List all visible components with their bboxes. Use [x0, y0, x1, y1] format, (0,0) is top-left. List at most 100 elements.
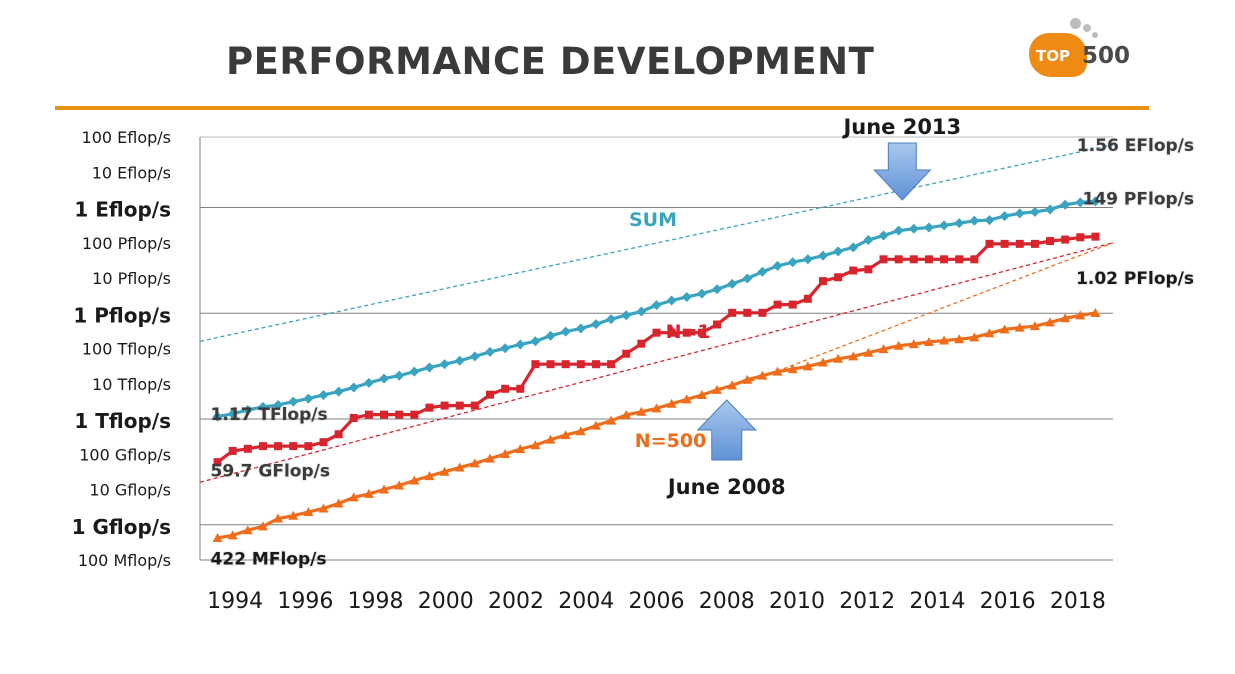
data-point [773, 300, 782, 309]
annotation-label: June 2013 [841, 115, 961, 139]
data-point [636, 306, 647, 317]
data-point [713, 320, 722, 329]
data-point [757, 370, 768, 380]
data-point [667, 328, 676, 337]
data-point [1090, 307, 1101, 317]
data-point [380, 410, 389, 419]
data-point [1014, 208, 1025, 219]
data-point [560, 326, 571, 337]
data-point [984, 215, 995, 226]
trend-lines [199, 144, 1114, 483]
data-point [772, 260, 783, 271]
data-point [318, 503, 329, 513]
data-point [319, 438, 328, 447]
data-point [424, 471, 435, 481]
data-point [273, 399, 284, 410]
data-point [516, 384, 525, 393]
data-point [848, 351, 859, 361]
data-point [758, 308, 767, 317]
data-point [696, 288, 707, 299]
title-underline [55, 106, 1149, 110]
data-point [621, 409, 632, 419]
data-point [849, 266, 858, 275]
x-axis-labels: 1994 1996 1998 2000 2002 2004 2006 2008 2010 2012… [207, 589, 1106, 614]
data-point [682, 328, 691, 337]
data-point [212, 411, 223, 422]
value-label: 1.17 TFlop/s [211, 405, 328, 425]
data-point [546, 360, 555, 369]
y-tick-label: 100 Pflop/s [82, 234, 171, 253]
x-tick-label: 2012 [839, 589, 895, 614]
trend-line [744, 242, 1114, 385]
x-tick-label: 2006 [629, 589, 685, 614]
value-label: 59.7 GFlop/s [211, 461, 330, 481]
data-point [242, 405, 253, 416]
data-point [787, 257, 798, 268]
data-point [560, 430, 571, 440]
data-point [940, 255, 949, 264]
data-point [955, 255, 964, 264]
series-line-n1 [216, 235, 1096, 464]
data-point [864, 265, 873, 274]
data-point [621, 310, 632, 321]
trend-line [199, 144, 1114, 342]
data-point [1029, 321, 1040, 331]
data-point [515, 339, 526, 350]
data-point [909, 255, 918, 264]
data-point [712, 284, 723, 295]
data-point [1090, 196, 1101, 207]
data-point [757, 266, 768, 277]
data-point [1030, 239, 1039, 248]
data-point [772, 366, 783, 376]
data-point [939, 335, 950, 345]
annotations: June 2013 June 2008 [666, 115, 961, 499]
data-point [561, 360, 570, 369]
data-point [227, 408, 238, 419]
data-point [787, 364, 798, 374]
data-point [818, 277, 827, 286]
data-point [395, 410, 404, 419]
x-tick-label: 2016 [980, 589, 1036, 614]
data-point [681, 394, 692, 404]
data-point [636, 406, 647, 416]
y-tick-label: 1 Pflop/s [73, 303, 171, 327]
data-point [833, 353, 844, 363]
data-point [243, 444, 252, 453]
data-point [410, 410, 419, 419]
arrow-up-icon [696, 399, 757, 461]
page-title: PERFORMANCE DEVELOPMENT [226, 40, 875, 83]
data-point [439, 466, 450, 476]
data-point [363, 377, 374, 388]
data-point [908, 223, 919, 234]
y-tick-label: 100 Mflop/s [78, 551, 171, 570]
data-point [727, 380, 738, 390]
data-point [545, 434, 556, 444]
data-point [409, 366, 420, 377]
data-point [333, 386, 344, 397]
data-point [742, 273, 753, 284]
data-point [590, 319, 601, 330]
data-point [1061, 235, 1070, 244]
data-point [485, 346, 496, 357]
data-point [743, 308, 752, 317]
data-point [394, 480, 405, 490]
data-point [637, 339, 646, 348]
data-point [334, 430, 343, 439]
data-point [622, 349, 631, 358]
data-point [834, 273, 843, 282]
data-point [424, 362, 435, 373]
data-point [1075, 197, 1086, 208]
data-point [908, 339, 919, 349]
data-point [575, 426, 586, 436]
data-point [923, 336, 934, 346]
x-tick-label: 2014 [909, 589, 965, 614]
data-point [1060, 199, 1071, 210]
data-point [712, 384, 723, 394]
y-tick-label: 10 Eflop/s [92, 163, 171, 182]
data-point [409, 475, 420, 485]
data-point [697, 328, 706, 337]
data-point [213, 458, 222, 467]
data-point [440, 401, 449, 410]
data-point [606, 415, 617, 425]
arrow-down-icon [873, 142, 932, 201]
